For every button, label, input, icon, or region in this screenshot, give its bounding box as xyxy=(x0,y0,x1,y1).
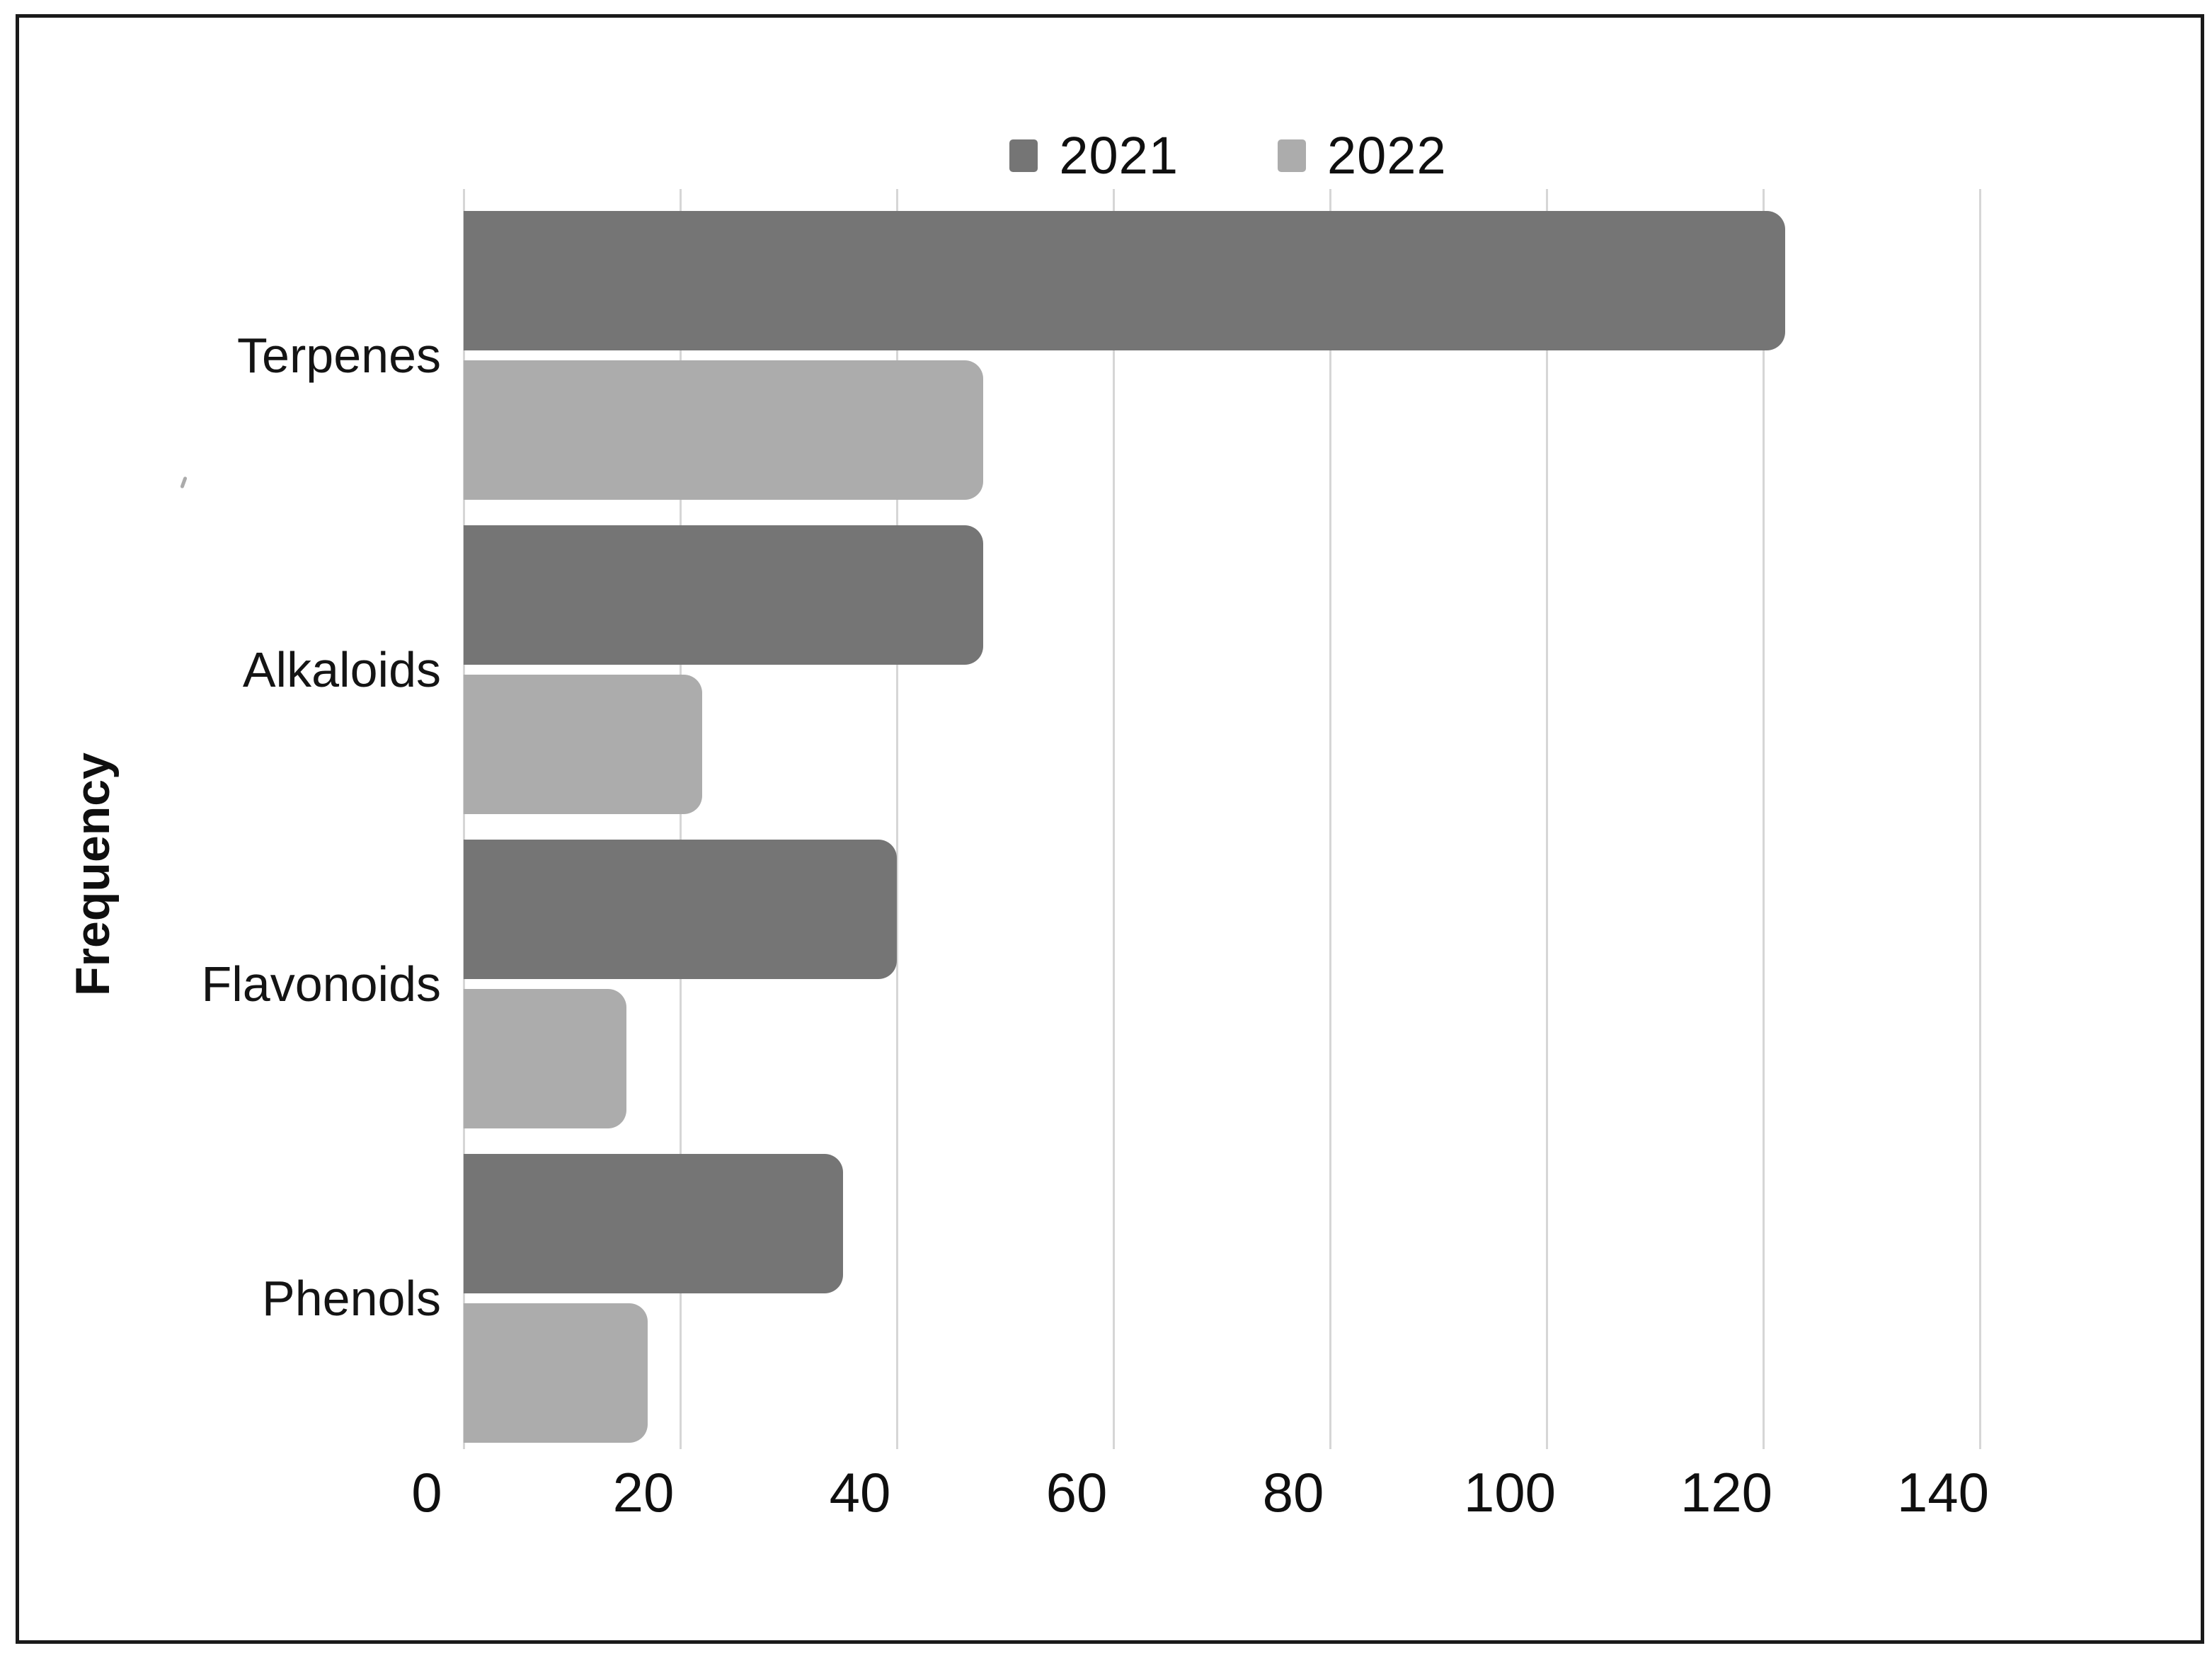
bar-2022-alkaloids xyxy=(464,675,702,814)
bar-2021-terpenes xyxy=(464,211,1785,350)
category-label-alkaloids: Alkaloids xyxy=(242,642,441,697)
gridline-80 xyxy=(1329,189,1331,1449)
chart-legend: 2021 2022 xyxy=(19,130,2212,182)
legend-swatch-2021 xyxy=(1009,139,1038,172)
gridline-60 xyxy=(1113,189,1115,1449)
gridline-120 xyxy=(1763,189,1765,1449)
stray-mark xyxy=(180,476,188,489)
category-label-terpenes: Terpenes xyxy=(237,328,441,383)
category-label-flavonoids: Flavonoids xyxy=(201,956,441,1012)
bar-2022-phenols xyxy=(464,1303,648,1443)
legend-label-2021: 2021 xyxy=(1059,126,1179,185)
legend-label-2022: 2022 xyxy=(1327,126,1447,185)
bar-2022-flavonoids xyxy=(464,989,626,1128)
x-tick-label-60: 60 xyxy=(1045,1461,1108,1523)
gridline-140 xyxy=(1979,189,1981,1449)
plot-area xyxy=(463,189,1981,1449)
gridline-20 xyxy=(680,189,682,1449)
x-tick-label-140: 140 xyxy=(1896,1461,1990,1523)
gridline-100 xyxy=(1546,189,1548,1449)
legend-item-2022: 2022 xyxy=(1278,130,1447,182)
x-tick-label-0: 0 xyxy=(411,1461,442,1523)
x-tick-label-120: 120 xyxy=(1680,1461,1773,1523)
legend-swatch-2022 xyxy=(1278,139,1306,172)
x-tick-label-40: 40 xyxy=(829,1461,891,1523)
legend-item-2021: 2021 xyxy=(1009,130,1179,182)
bar-2021-phenols xyxy=(464,1154,843,1293)
x-tick-label-80: 80 xyxy=(1262,1461,1324,1523)
gridline-40 xyxy=(896,189,898,1449)
x-tick-label-100: 100 xyxy=(1463,1461,1557,1523)
bar-2021-alkaloids xyxy=(464,525,983,665)
bar-2022-terpenes xyxy=(464,360,983,500)
chart-frame: 2021 2022 Frequency Terpenes Alkaloids Fla… xyxy=(16,14,2204,1644)
bar-2021-flavonoids xyxy=(464,840,897,979)
category-label-phenols: Phenols xyxy=(262,1271,441,1326)
x-tick-label-20: 20 xyxy=(612,1461,675,1523)
gridline-0 xyxy=(463,189,465,1449)
